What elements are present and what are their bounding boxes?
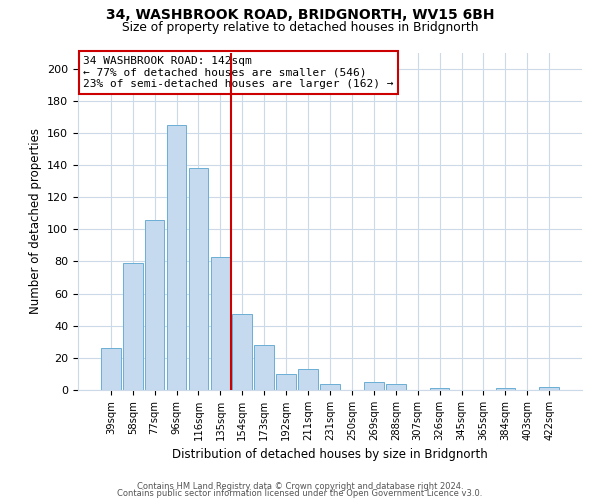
Text: 34, WASHBROOK ROAD, BRIDGNORTH, WV15 6BH: 34, WASHBROOK ROAD, BRIDGNORTH, WV15 6BH [106,8,494,22]
Bar [211,256,230,390]
Bar [298,369,318,390]
Text: Size of property relative to detached houses in Bridgnorth: Size of property relative to detached ho… [122,22,478,35]
Bar [167,125,187,390]
Bar [232,314,252,390]
Bar [101,348,121,390]
Bar [430,388,449,390]
Bar [539,387,559,390]
Text: Contains HM Land Registry data © Crown copyright and database right 2024.: Contains HM Land Registry data © Crown c… [137,482,463,491]
X-axis label: Distribution of detached houses by size in Bridgnorth: Distribution of detached houses by size … [172,448,488,462]
Y-axis label: Number of detached properties: Number of detached properties [29,128,41,314]
Bar [496,388,515,390]
Bar [145,220,164,390]
Bar [254,345,274,390]
Bar [364,382,384,390]
Text: 34 WASHBROOK ROAD: 142sqm
← 77% of detached houses are smaller (546)
23% of semi: 34 WASHBROOK ROAD: 142sqm ← 77% of detac… [83,56,394,89]
Bar [320,384,340,390]
Bar [386,384,406,390]
Bar [276,374,296,390]
Bar [123,263,143,390]
Bar [188,168,208,390]
Text: Contains public sector information licensed under the Open Government Licence v3: Contains public sector information licen… [118,489,482,498]
